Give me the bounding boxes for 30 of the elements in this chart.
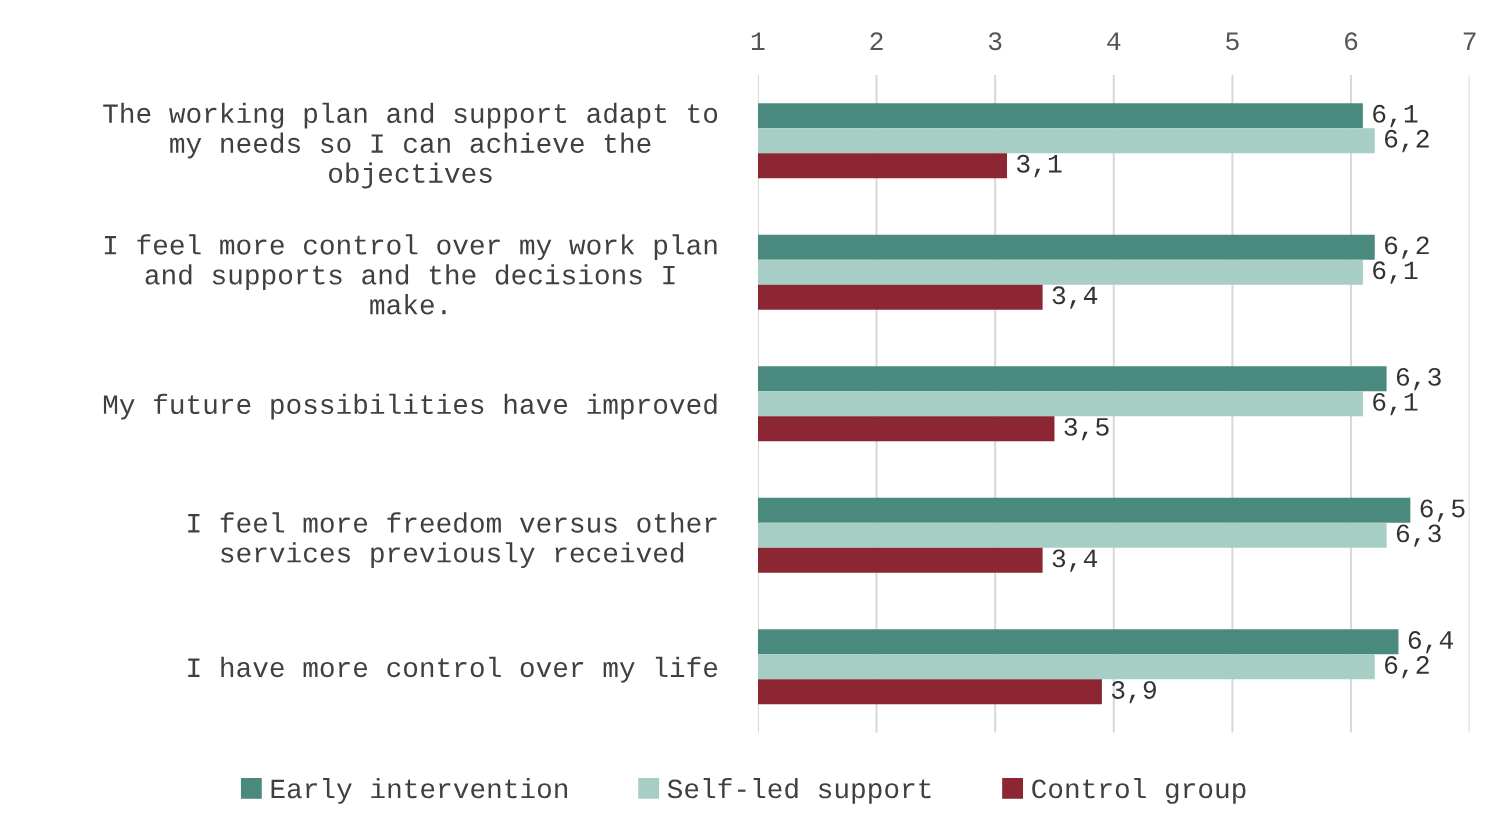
y-tick-label: I have more control over my life (188, 656, 718, 683)
legend-label: Control group (1032, 777, 1246, 804)
data-label: 3,9 (1111, 680, 1156, 704)
data-label: 3,1 (1016, 154, 1062, 178)
data-label: 6,1 (1373, 104, 1418, 128)
y-tick-label: I feel more freedom versus other services previously received (188, 512, 717, 569)
x-tick-label: 3 (988, 32, 1002, 51)
legend-label: Self-led support (667, 777, 931, 804)
x-tick-label: 2 (870, 32, 883, 50)
data-label: 6,2 (1385, 129, 1429, 153)
data-label: 3,4 (1052, 286, 1098, 309)
data-label: 6,5 (1420, 499, 1465, 522)
x-tick-label: 5 (1226, 32, 1239, 51)
data-label: 6,3 (1396, 524, 1441, 547)
data-label: 6,1 (1373, 261, 1418, 284)
data-label: 3,4 (1052, 549, 1098, 572)
y-tick-label: I feel more control over my work plan and supports and the decisions I make. (104, 234, 717, 315)
x-tick-label: 6 (1345, 32, 1358, 51)
x-tick-label: 1 (751, 32, 765, 50)
data-label: 6,2 (1385, 656, 1429, 679)
data-label: 6,1 (1373, 392, 1418, 416)
data-label: 3,5 (1064, 417, 1109, 441)
data-label: 6,3 (1396, 367, 1441, 391)
y-tick-label: The working plan and support adapt to my needs so I can achieve the objectives (103, 102, 718, 189)
data-label: 6,4 (1408, 631, 1453, 654)
y-tick-label: My future possibilities have improved (103, 393, 717, 420)
x-tick-label: 4 (1107, 32, 1121, 50)
data-label: 6,2 (1385, 236, 1429, 259)
legend-label: Early intervention (271, 777, 567, 804)
x-tick-label: 7 (1463, 32, 1476, 50)
